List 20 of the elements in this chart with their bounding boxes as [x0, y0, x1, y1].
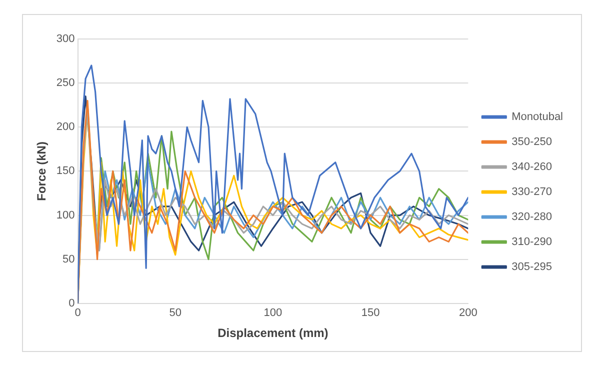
- y-tick-label: 100: [56, 209, 75, 222]
- y-tick-label: 300: [56, 33, 75, 46]
- legend-label: 340-260: [512, 161, 552, 174]
- y-tick-label: 150: [56, 165, 75, 178]
- x-tick-label: 200: [458, 307, 478, 320]
- legend-label: Monotubal: [512, 111, 564, 124]
- x-tick-label: 150: [361, 307, 380, 320]
- y-tick-label: 250: [56, 77, 75, 90]
- legend-label: 310-290: [512, 236, 552, 248]
- y-tick-label: 200: [56, 121, 75, 134]
- x-tick-label: 100: [264, 307, 282, 320]
- y-tick-label: 0: [68, 297, 75, 310]
- x-tick-label: 50: [169, 307, 182, 320]
- legend-label: 330-270: [512, 186, 552, 198]
- y-tick-label: 50: [62, 253, 75, 266]
- legend-label: 305-295: [512, 261, 552, 274]
- legend-label: 320-280: [512, 211, 552, 224]
- y-axis-title: Force (kN): [34, 142, 49, 201]
- legend-label: 350-250: [512, 136, 552, 148]
- x-axis-title: Displacement (mm): [218, 326, 328, 340]
